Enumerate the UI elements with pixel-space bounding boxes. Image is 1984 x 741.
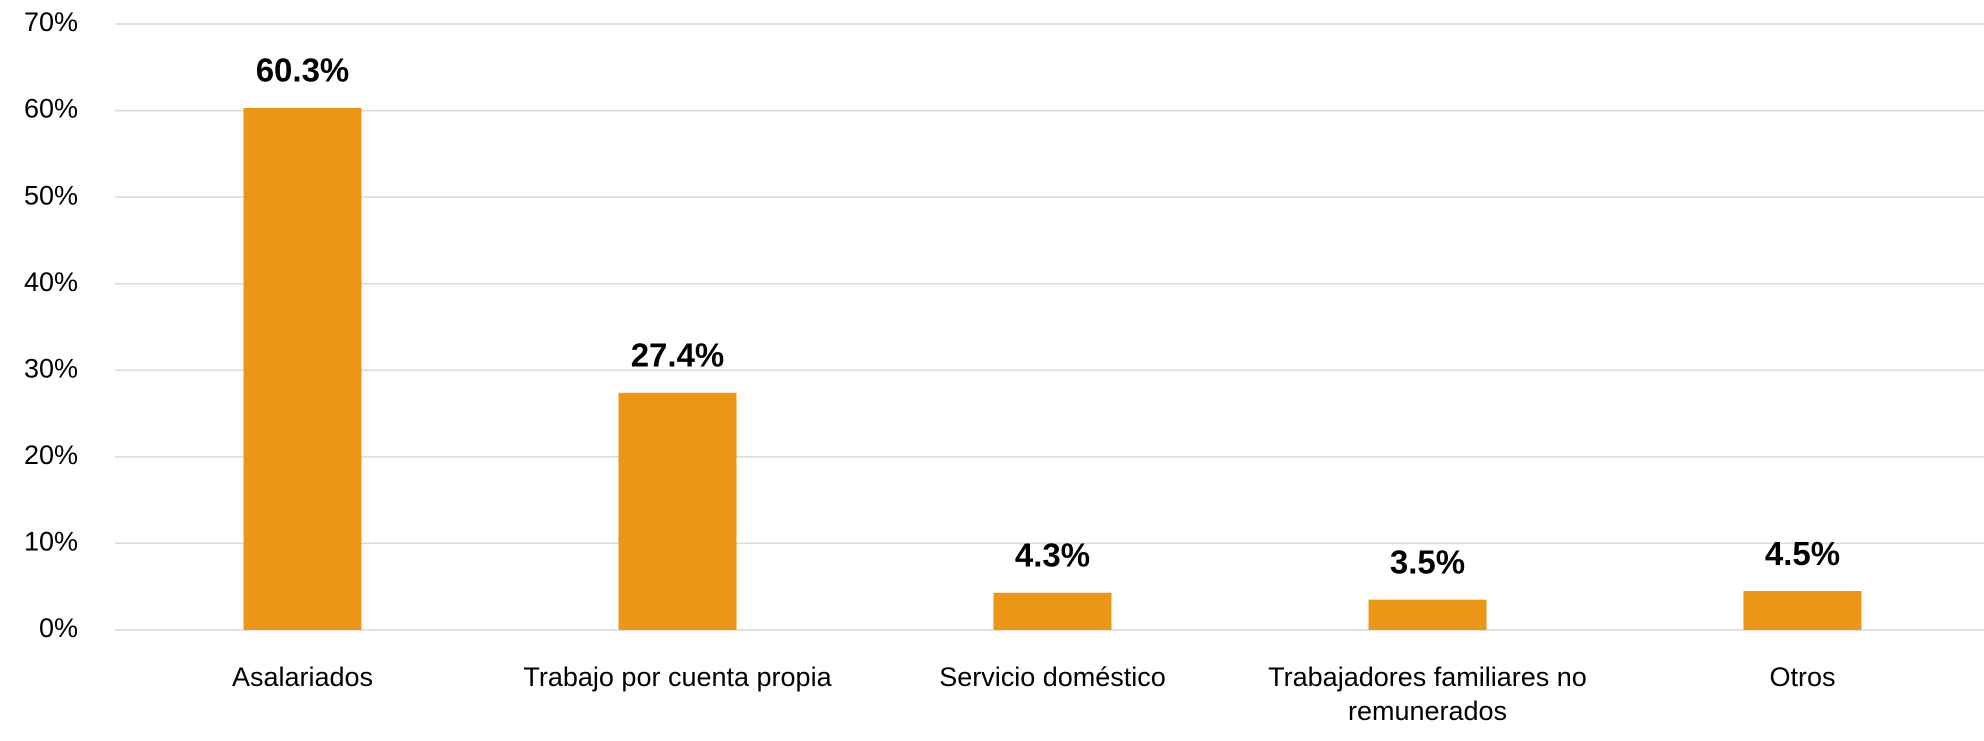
- y-tick-label: 70%: [24, 7, 78, 37]
- bar: [243, 107, 362, 630]
- x-tick-label: Trabajadores familiares no remunerados: [1268, 662, 1587, 726]
- y-tick-label: 10%: [24, 527, 78, 557]
- data-label: 4.3%: [1015, 536, 1090, 573]
- y-tick-label: 30%: [24, 353, 78, 383]
- x-tick-label: Trabajo por cuenta propia: [523, 662, 832, 692]
- bar: [618, 392, 737, 630]
- bar: [1743, 591, 1862, 630]
- y-tick-label: 0%: [39, 613, 78, 643]
- x-tick-label: Otros: [1769, 662, 1836, 692]
- x-tick-label: Asalariados: [231, 662, 374, 692]
- data-label: 4.5%: [1765, 535, 1840, 572]
- x-tick-label: Servicio doméstico: [939, 662, 1166, 692]
- bar: [1368, 599, 1487, 630]
- y-tick-label: 40%: [24, 267, 78, 297]
- data-label: 3.5%: [1390, 543, 1465, 580]
- y-tick-label: 20%: [24, 440, 78, 470]
- y-tick-label: 60%: [24, 94, 78, 124]
- bar: [993, 592, 1112, 630]
- data-label: 27.4%: [631, 337, 725, 374]
- y-tick-label: 50%: [24, 180, 78, 210]
- data-label: 60.3%: [256, 52, 350, 89]
